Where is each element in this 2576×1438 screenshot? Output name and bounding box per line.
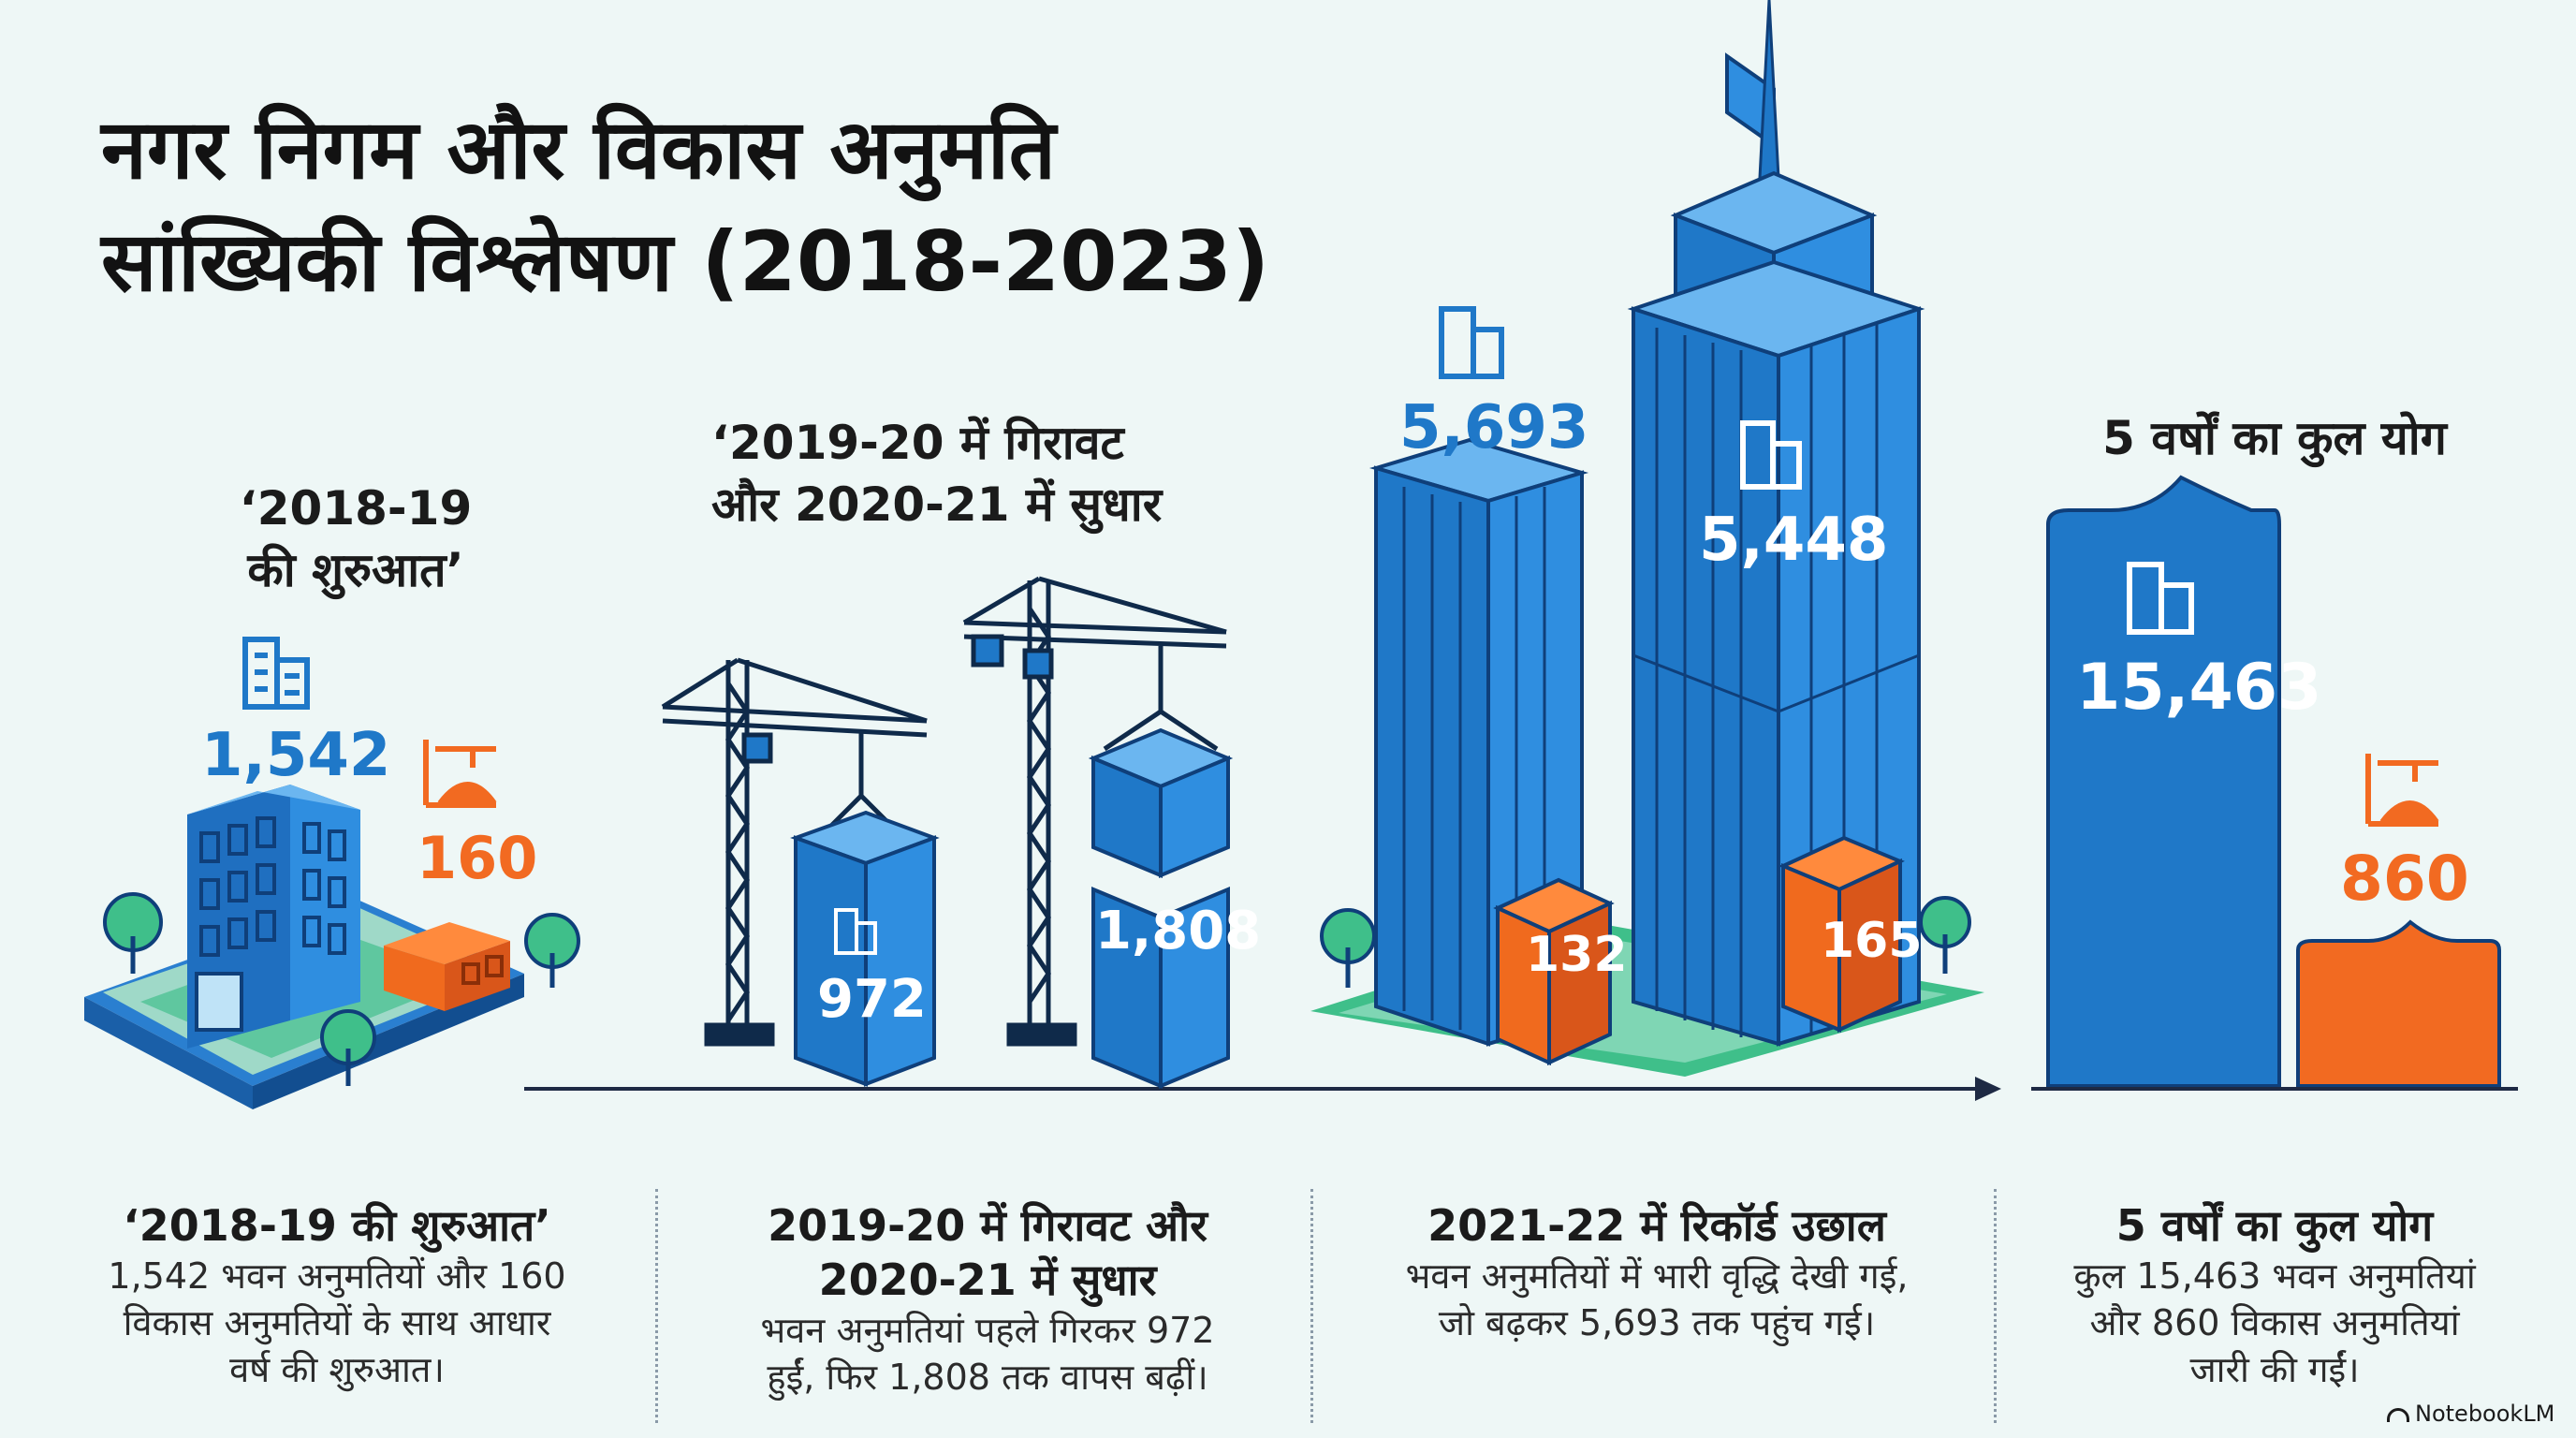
building-icon-2022 bbox=[1740, 420, 1802, 490]
block-972 bbox=[790, 810, 940, 1087]
notebooklm-logo-icon bbox=[2387, 1407, 2409, 1422]
column-total-body-line1: कुल 15,463 भवन अनुमतियां bbox=[2073, 1255, 2476, 1297]
column-2021: 2021-22 में रिकॉर्ड उछाल भवन अनुमतियों म… bbox=[1329, 1198, 1984, 1346]
page-title-line2: सांख्यिकी विश्लेषण (2018-2023) bbox=[101, 213, 1270, 310]
column-2018-body-line1: 1,542 भवन अनुमतियों और 160 bbox=[108, 1255, 566, 1297]
trees-2021 bbox=[1320, 896, 1971, 988]
page-title-line1: नगर निगम और विकास अनुमति bbox=[101, 101, 1056, 198]
column-2019-body-line1: भवन अनुमतियां पहले गिरकर 972 bbox=[760, 1310, 1215, 1351]
figure-building-2022: 5,448 bbox=[1699, 506, 1889, 575]
callout-start-line1: ‘2018-19 bbox=[239, 481, 473, 536]
column-2018-heading: ‘2018-19 की शुरुआत’ bbox=[123, 1200, 551, 1251]
column-2021-body-line2: जो बढ़कर 5,693 तक पहुंच गई। bbox=[1438, 1302, 1876, 1343]
figure-building-total: 15,463 bbox=[2076, 651, 2322, 725]
callout-start-line2: की शुरुआत’ bbox=[247, 543, 464, 597]
timeline-arrow bbox=[524, 1077, 2001, 1101]
total-bar-development bbox=[2296, 919, 2501, 1088]
column-2019-body-line2: हुईं, फिर 1,808 तक वापस बढ़ीं। bbox=[767, 1357, 1208, 1398]
callout-start: ‘2018-19 की शुरुआत’ bbox=[197, 477, 515, 601]
branding: NotebookLM bbox=[2387, 1401, 2554, 1427]
column-total-heading: 5 वर्षों का कुल योग bbox=[2115, 1200, 2434, 1251]
figure-dev-total: 860 bbox=[2340, 843, 2469, 915]
building-icon-2018 bbox=[242, 637, 310, 710]
column-2019-heading-line2: 2020-21 में सुधार bbox=[818, 1255, 1157, 1305]
figure-dev-2022: 165 bbox=[1821, 913, 1923, 969]
crane-right bbox=[962, 576, 1227, 1047]
crane-left bbox=[661, 657, 928, 1047]
column-2021-heading: 2021-22 में रिकॉर्ड उछाल bbox=[1427, 1200, 1886, 1251]
column-divider bbox=[1994, 1189, 1997, 1423]
scene-2018-city-block bbox=[84, 785, 580, 1109]
column-2019-heading-line1: 2019-20 में गिरावट और bbox=[768, 1200, 1208, 1251]
block-1808 bbox=[1088, 727, 1234, 1089]
figure-building-2019: 972 bbox=[817, 969, 927, 1030]
callout-total: 5 वर्षों का कुल योग bbox=[2102, 411, 2447, 465]
figure-dev-2021: 132 bbox=[1526, 927, 1628, 983]
orange-blocks-2021-2022 bbox=[1493, 835, 1905, 1066]
column-total-body-line2: और 860 विकास अनुमतियां bbox=[2089, 1302, 2460, 1343]
column-2018-body-line3: वर्ष की शुरुआत। bbox=[229, 1349, 445, 1390]
column-total-body-line3: जारी की गईं। bbox=[2189, 1349, 2360, 1390]
column-2018-body-line2: विकास अनुमतियों के साथ आधार bbox=[123, 1302, 551, 1343]
development-icon-total bbox=[2365, 754, 2439, 827]
callout-dip-line1: ‘2019-20 में गिरावट bbox=[711, 416, 1124, 470]
column-2019: 2019-20 में गिरावट और 2020-21 में सुधार … bbox=[683, 1198, 1292, 1401]
building-icon-total bbox=[2127, 562, 2194, 635]
callout-dip: ‘2019-20 में गिरावट और 2020-21 में सुधार bbox=[711, 412, 1236, 536]
column-2021-body-line1: भवन अनुमतियों में भारी वृद्धि देखी गई, bbox=[1405, 1255, 1909, 1297]
figure-dev-2018: 160 bbox=[417, 824, 538, 892]
total-bar-building bbox=[2046, 475, 2281, 1088]
building-icon-2021 bbox=[1439, 306, 1504, 379]
callout-dip-line2: और 2020-21 में सुधार bbox=[711, 477, 1163, 532]
branding-label: NotebookLM bbox=[2415, 1401, 2555, 1427]
building-icon-972 bbox=[834, 908, 877, 955]
figure-building-2020: 1,808 bbox=[1095, 901, 1262, 961]
figure-building-2018: 1,542 bbox=[201, 721, 391, 790]
figure-building-2021: 5,693 bbox=[1399, 393, 1589, 462]
column-2018: ‘2018-19 की शुरुआत’ 1,542 भवन अनुमतियों … bbox=[56, 1198, 618, 1393]
column-divider bbox=[1310, 1189, 1313, 1423]
development-icon-2018 bbox=[423, 740, 497, 808]
column-total: 5 वर्षों का कुल योग कुल 15,463 भवन अनुमत… bbox=[2012, 1198, 2537, 1393]
column-divider bbox=[655, 1189, 658, 1423]
